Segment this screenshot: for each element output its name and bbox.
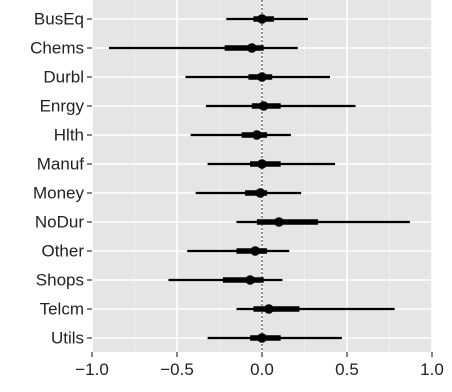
estimate-point-telcm <box>264 304 274 314</box>
y-tick-label: NoDur <box>35 213 84 232</box>
estimate-point-shops <box>245 275 255 285</box>
y-tick-label: Utils <box>51 329 84 348</box>
estimate-point-other <box>250 246 260 256</box>
estimate-point-manuf <box>257 159 267 169</box>
y-tick-label: Enrgy <box>40 97 85 116</box>
y-tick-label: Durbl <box>43 68 84 87</box>
y-tick-label: Hlth <box>54 126 84 145</box>
y-tick-label: Shops <box>36 271 84 290</box>
x-tick-label: 0.0 <box>250 360 274 379</box>
estimate-point-durbl <box>257 72 267 82</box>
y-tick-label: Telcm <box>40 300 84 319</box>
estimate-point-enrgy <box>259 101 269 111</box>
estimate-point-buseq <box>257 14 267 24</box>
x-tick-label: −0.5 <box>160 360 194 379</box>
estimate-point-hlth <box>252 130 262 140</box>
y-tick-label: Other <box>41 242 84 261</box>
y-tick-label: Money <box>33 184 85 203</box>
y-tick-label: BusEq <box>34 10 84 29</box>
estimate-point-nodur <box>274 217 284 227</box>
estimate-point-utils <box>257 333 267 343</box>
x-tick-label: −1.0 <box>75 360 109 379</box>
y-tick-label: Manuf <box>37 155 85 174</box>
x-tick-label: 1.0 <box>420 360 444 379</box>
estimate-point-chems <box>247 43 257 53</box>
y-tick-label: Chems <box>30 39 84 58</box>
x-tick-label: 0.5 <box>335 360 359 379</box>
estimate-point-money <box>255 188 265 198</box>
